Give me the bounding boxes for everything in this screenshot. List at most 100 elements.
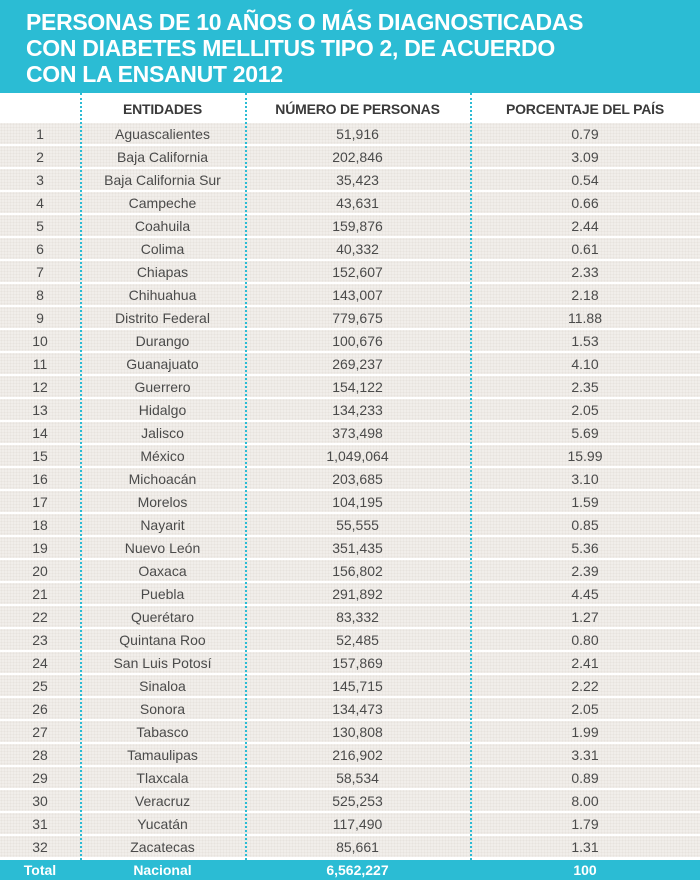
row-count: 100,676 — [332, 333, 383, 349]
row-percentage: 1.31 — [571, 839, 599, 855]
row-percentage: 2.22 — [571, 678, 599, 694]
row-percentage: 2.18 — [571, 287, 599, 303]
row-entity: Durango — [135, 333, 190, 349]
row-entity: Guanajuato — [126, 356, 199, 372]
row-index: 31 — [32, 816, 48, 832]
row-index: 29 — [32, 770, 48, 786]
table-row: 22 Querétaro 83,332 1.27 — [0, 606, 700, 629]
table-row: 26 Sonora 134,473 2.05 — [0, 698, 700, 721]
row-entity: Campeche — [128, 195, 197, 211]
row-index: 24 — [32, 655, 48, 671]
table-row: 14 Jalisco 373,498 5.69 — [0, 422, 700, 445]
table-row: 6 Colima 40,332 0.61 — [0, 238, 700, 261]
row-index: 1 — [36, 126, 44, 142]
table-row: 8 Chihuahua 143,007 2.18 — [0, 284, 700, 307]
row-index: 7 — [36, 264, 44, 280]
row-index: 2 — [36, 149, 44, 165]
row-index: 10 — [32, 333, 48, 349]
table-row: 12 Guerrero 154,122 2.35 — [0, 376, 700, 399]
row-entity: Puebla — [140, 586, 185, 602]
row-entity: Sinaloa — [139, 678, 186, 694]
row-index: 4 — [36, 195, 44, 211]
row-percentage: 4.10 — [571, 356, 599, 372]
row-percentage: 2.35 — [571, 379, 599, 395]
row-entity: Baja California — [116, 149, 209, 165]
row-percentage: 2.44 — [571, 218, 599, 234]
row-index: 15 — [32, 448, 48, 464]
row-count: 159,876 — [332, 218, 383, 234]
row-index: 19 — [32, 540, 48, 556]
table-row: 16 Michoacán 203,685 3.10 — [0, 468, 700, 491]
table-row: 20 Oaxaca 156,802 2.39 — [0, 560, 700, 583]
table-row: 29 Tlaxcala 58,534 0.89 — [0, 767, 700, 790]
row-count: 40,332 — [336, 241, 379, 257]
row-percentage: 2.39 — [571, 563, 599, 579]
row-index: 18 — [32, 517, 48, 533]
row-entity: Quintana Roo — [119, 632, 206, 648]
column-divider — [245, 93, 247, 860]
row-count: 85,661 — [336, 839, 379, 855]
table-row: 7 Chiapas 152,607 2.33 — [0, 261, 700, 284]
row-index: 13 — [32, 402, 48, 418]
row-entity: San Luis Potosí — [113, 655, 212, 671]
row-index: 16 — [32, 471, 48, 487]
row-percentage: 3.31 — [571, 747, 599, 763]
table-row: 24 San Luis Potosí 157,869 2.41 — [0, 652, 700, 675]
row-percentage: 0.54 — [571, 172, 599, 188]
table-row: 2 Baja California 202,846 3.09 — [0, 146, 700, 169]
row-entity: Nayarit — [140, 517, 185, 533]
row-entity: Tamaulipas — [127, 747, 198, 763]
row-entity: Yucatán — [137, 816, 188, 832]
row-index: 21 — [32, 586, 48, 602]
row-index: 17 — [32, 494, 48, 510]
table-row: 1 Aguascalientes 51,916 0.79 — [0, 123, 700, 146]
row-percentage: 0.89 — [571, 770, 599, 786]
row-index: 22 — [32, 609, 48, 625]
row-index: 14 — [32, 425, 48, 441]
title-line-2: CON DIABETES MELLITUS TIPO 2, DE ACUERDO — [26, 35, 555, 61]
row-entity: Zacatecas — [130, 839, 195, 855]
row-percentage: 3.10 — [571, 471, 599, 487]
column-divider — [470, 93, 472, 860]
row-index: 12 — [32, 379, 48, 395]
row-percentage: 0.80 — [571, 632, 599, 648]
table-row: 15 México 1,049,064 15.99 — [0, 445, 700, 468]
row-percentage: 2.05 — [571, 402, 599, 418]
row-percentage: 0.79 — [571, 126, 599, 142]
table-row: 11 Guanajuato 269,237 4.10 — [0, 353, 700, 376]
row-entity: Hidalgo — [138, 402, 187, 418]
row-entity: Sonora — [139, 701, 186, 717]
row-index: 23 — [32, 632, 48, 648]
row-index: 9 — [36, 310, 44, 326]
row-index: 5 — [36, 218, 44, 234]
row-entity: Guerrero — [134, 379, 191, 395]
row-entity: Michoacán — [128, 471, 197, 487]
row-count: 351,435 — [332, 540, 383, 556]
row-percentage: 15.99 — [567, 448, 603, 464]
row-count: 157,869 — [332, 655, 383, 671]
column-header-index — [0, 93, 80, 123]
table-row: 21 Puebla 291,892 4.45 — [0, 583, 700, 606]
row-index: 20 — [32, 563, 48, 579]
row-entity: Coahuila — [134, 218, 191, 234]
total-label: Total — [23, 862, 57, 878]
row-percentage: 8.00 — [571, 793, 599, 809]
row-count: 145,715 — [332, 678, 383, 694]
row-percentage: 3.09 — [571, 149, 599, 165]
row-entity: Aguascalientes — [115, 126, 210, 142]
table-row: 25 Sinaloa 145,715 2.22 — [0, 675, 700, 698]
column-header-porcentaje: PORCENTAJE DEL PAÍS — [505, 101, 664, 117]
table-row: 13 Hidalgo 134,233 2.05 — [0, 399, 700, 422]
table-body: 1 Aguascalientes 51,916 0.79 2 Baja Californi… — [0, 123, 700, 859]
row-index: 30 — [32, 793, 48, 809]
row-entity: Chiapas — [136, 264, 189, 280]
row-count: 134,473 — [332, 701, 383, 717]
row-index: 32 — [32, 839, 48, 855]
table-row: 10 Durango 100,676 1.53 — [0, 330, 700, 353]
row-index: 28 — [32, 747, 48, 763]
row-index: 25 — [32, 678, 48, 694]
column-header-entidades: ENTIDADES — [122, 101, 203, 117]
row-index: 6 — [36, 241, 44, 257]
row-count: 152,607 — [332, 264, 383, 280]
row-percentage: 5.36 — [571, 540, 599, 556]
